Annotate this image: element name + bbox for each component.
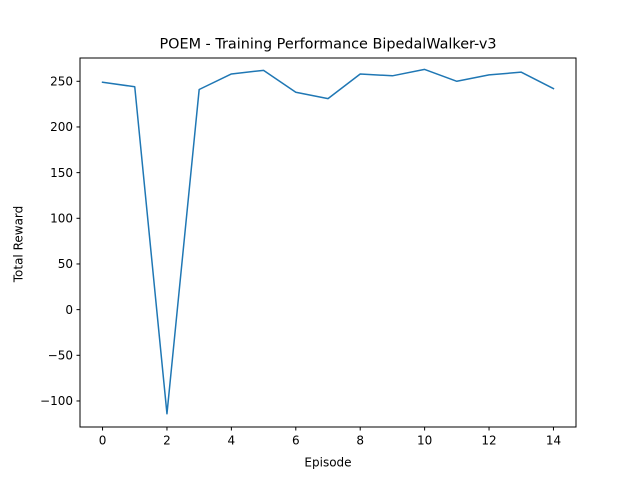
chart-title: POEM - Training Performance BipedalWalke…	[159, 37, 496, 53]
y-tick-label: 200	[50, 120, 73, 134]
y-tick-label: −100	[40, 394, 73, 408]
y-tick-label: −50	[48, 349, 73, 363]
plot-area: 0 2 4 6 8 10 12 14 −100 −50 0 50 100 150 200 250	[40, 57, 577, 448]
y-axis-label: Total Reward	[12, 206, 26, 284]
x-tick-label: 8	[356, 434, 364, 448]
series-line-0	[101, 68, 555, 415]
x-tick-label: 0	[99, 434, 107, 448]
y-tick-label: 150	[50, 166, 73, 180]
x-tick-label: 14	[546, 434, 561, 448]
y-tick-label: 0	[65, 303, 73, 317]
y-tick-label: 50	[58, 257, 73, 271]
x-tick-label: 4	[228, 434, 236, 448]
x-tick-label: 2	[163, 434, 171, 448]
y-tick-label: 100	[50, 211, 73, 225]
x-axis-label: Episode	[304, 456, 351, 470]
x-tick-label: 10	[417, 434, 432, 448]
x-tick-label: 6	[292, 434, 300, 448]
x-tick-label: 12	[481, 434, 496, 448]
y-tick-label: 250	[50, 74, 73, 88]
plot-frame	[79, 57, 577, 428]
